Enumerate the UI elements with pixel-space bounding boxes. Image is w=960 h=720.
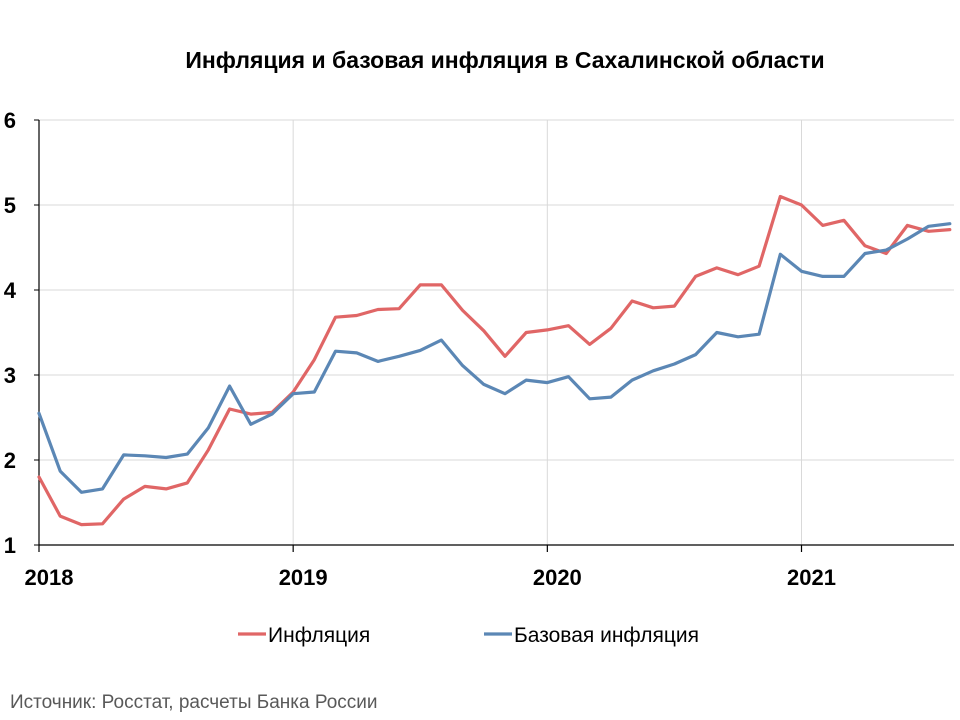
x-tick-label: 2018 — [25, 565, 74, 590]
y-tick-label: 3 — [4, 363, 16, 388]
series-line-inflation — [37, 194, 952, 527]
legend-label: Инфляция — [268, 624, 370, 647]
x-tick-label: 2021 — [787, 565, 836, 590]
series-line-core-inflation — [37, 222, 952, 494]
y-tick-label: 2 — [4, 448, 16, 473]
y-tick-labels: 1 2 3 4 5 6 — [4, 108, 17, 558]
legend: Инфляция Базовая инфляция — [238, 624, 699, 647]
y-tick-label: 1 — [4, 533, 16, 558]
x-tick-label: 2019 — [279, 565, 328, 590]
series-lines — [37, 194, 952, 527]
legend-label: Базовая инфляция — [514, 624, 699, 647]
x-tick-label: 2020 — [533, 565, 582, 590]
y-tick-label: 4 — [4, 278, 17, 303]
y-tick-label: 6 — [4, 108, 16, 133]
x-tick-labels: 2018 2019 2020 2021 — [25, 565, 836, 590]
axes — [34, 119, 954, 552]
y-tick-label: 5 — [4, 193, 16, 218]
grid — [39, 119, 954, 545]
chart-title: Инфляция и базовая инфляция в Сахалинско… — [185, 47, 824, 73]
source-note: Источник: Росстат, расчеты Банка России — [10, 692, 378, 713]
